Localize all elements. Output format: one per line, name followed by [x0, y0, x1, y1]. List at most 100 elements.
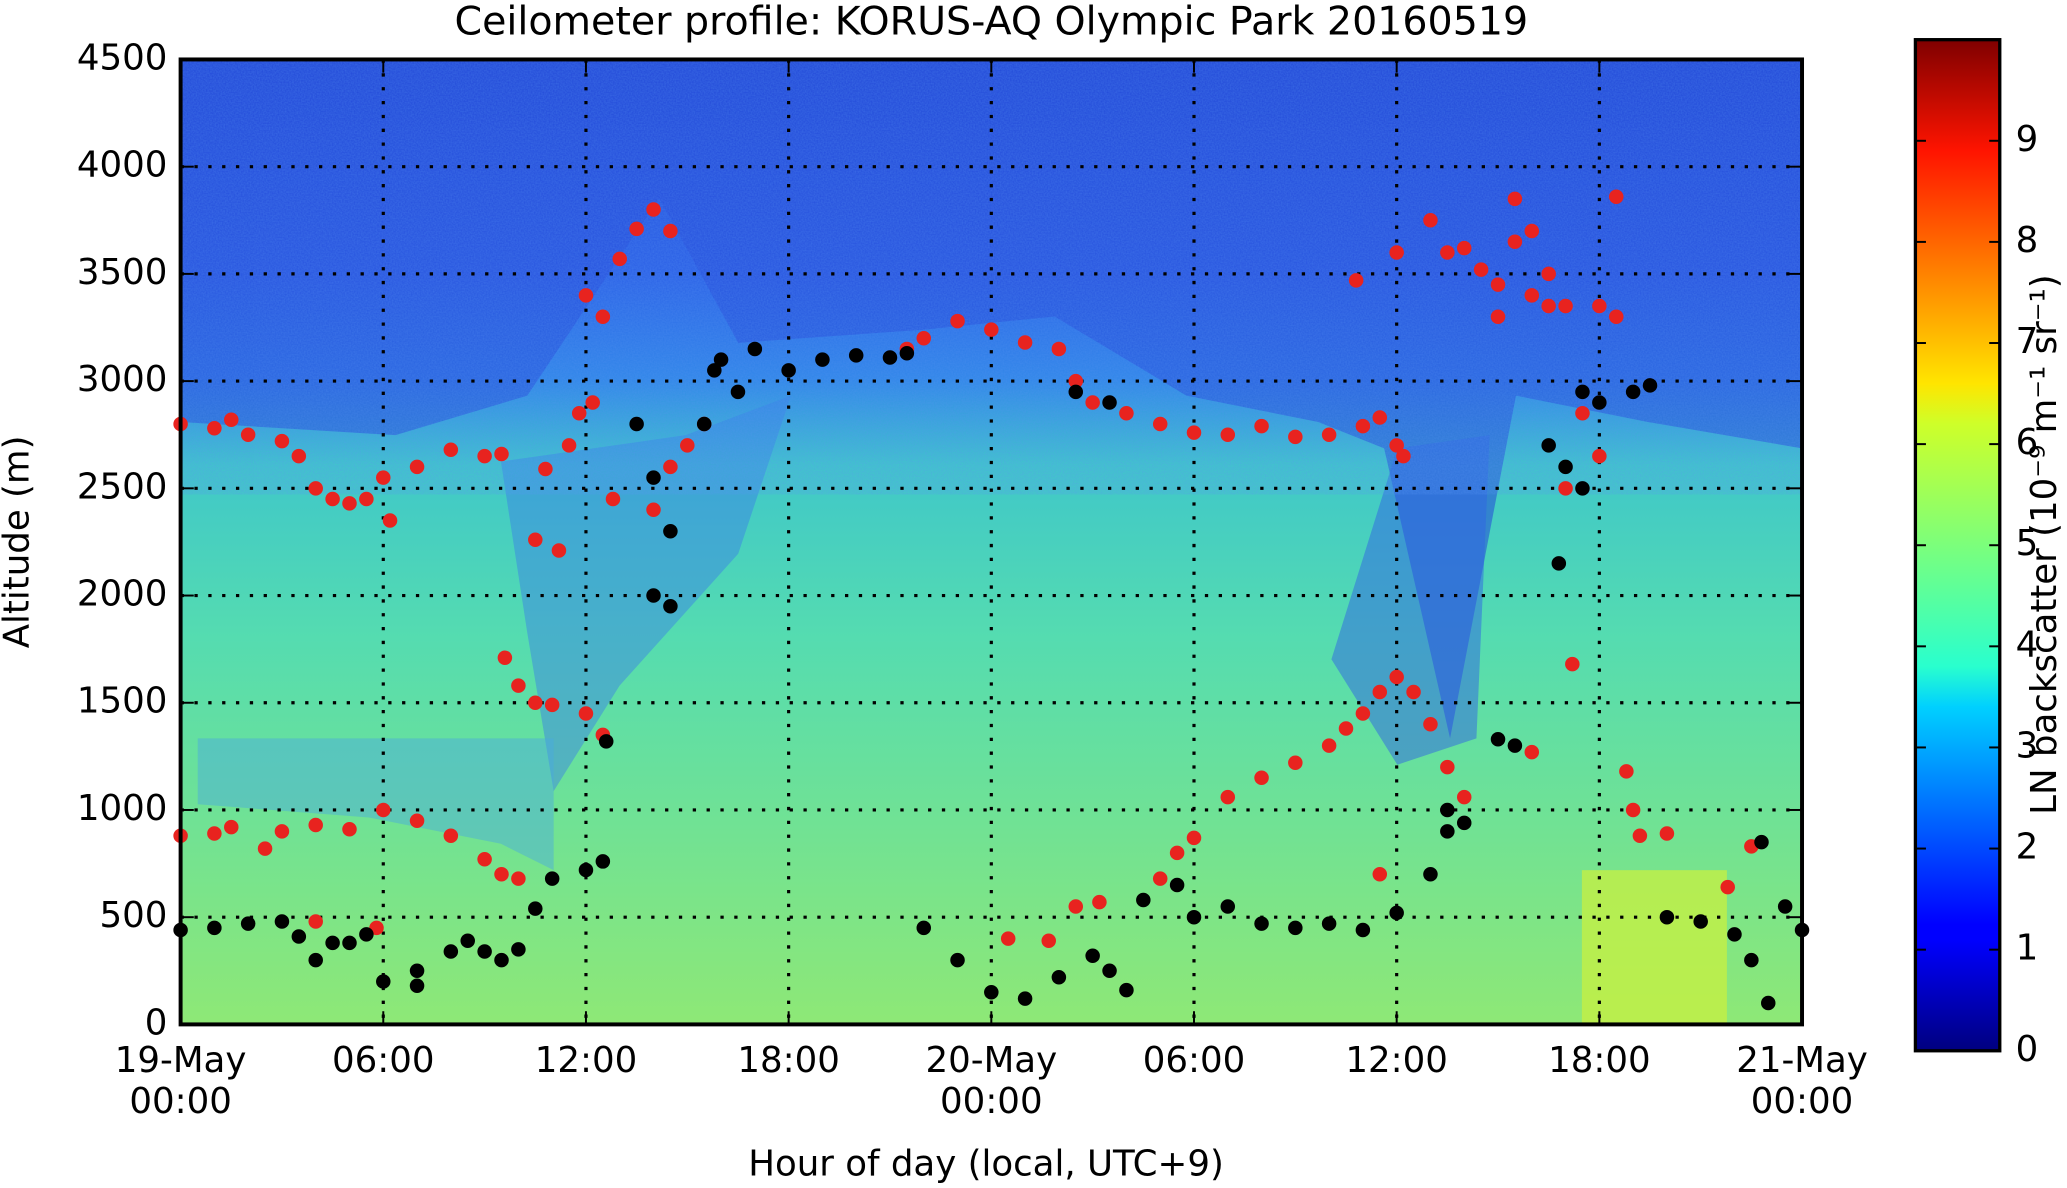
layer-point — [578, 862, 594, 878]
layer-point — [308, 817, 323, 833]
layer-point — [443, 944, 459, 959]
x-tick-label: 18:00 — [1548, 1040, 1651, 1081]
layer-point — [274, 914, 290, 929]
layer-point — [1068, 384, 1084, 400]
layer-point — [1186, 909, 1202, 925]
y-tick-label: 0 — [145, 1002, 168, 1043]
layer-point — [1355, 706, 1371, 721]
colorbar-tick-label: 0 — [2016, 1029, 2039, 1070]
layer-point — [224, 412, 239, 427]
layer-point — [291, 448, 307, 464]
y-tick-label: 1000 — [77, 788, 168, 829]
layer-point — [1348, 273, 1364, 288]
layer-point — [1092, 894, 1107, 910]
layer-point — [1119, 406, 1134, 421]
layer-point — [325, 491, 340, 507]
layer-point — [1372, 410, 1388, 425]
layer-point — [1321, 427, 1337, 442]
layer-point — [274, 433, 290, 449]
x-tick-label: 21-May 00:00 — [1736, 1040, 1868, 1122]
layer-point — [551, 543, 567, 558]
layer-point — [1440, 245, 1455, 260]
field-noise — [180, 59, 1803, 495]
layer-point — [1102, 963, 1117, 979]
layer-point — [511, 942, 526, 957]
layer-point — [1440, 802, 1455, 818]
layer-point — [595, 309, 611, 325]
layer-point — [1575, 481, 1590, 496]
layer-point — [1507, 191, 1523, 207]
layer-point — [1642, 378, 1658, 393]
layer-point — [1625, 802, 1641, 818]
layer-point — [1288, 755, 1303, 771]
layer-point — [1490, 731, 1506, 747]
layer-point — [359, 927, 374, 942]
layer-point — [494, 867, 509, 882]
layer-point — [308, 481, 323, 496]
x-tick-label: 18:00 — [737, 1040, 840, 1081]
layer-point — [274, 824, 290, 839]
layer-point — [511, 678, 526, 693]
layer-point — [1119, 982, 1134, 998]
layer-point — [528, 695, 543, 711]
layer-point — [1659, 826, 1675, 841]
layer-point — [1169, 845, 1185, 861]
layer-point — [1524, 223, 1540, 239]
layer-point — [342, 935, 357, 951]
layer-point — [224, 819, 239, 835]
layer-point — [578, 288, 594, 303]
layer-point — [848, 348, 864, 363]
layer-point — [1490, 277, 1506, 292]
layer-point — [646, 470, 661, 485]
layer-point — [1321, 916, 1337, 931]
layer-point — [1372, 684, 1388, 700]
layer-point — [1440, 824, 1455, 839]
layer-point — [1744, 952, 1759, 968]
layer-point — [1592, 448, 1607, 464]
layer-point — [1051, 969, 1067, 985]
layer-point — [443, 442, 459, 457]
layer-point — [899, 345, 915, 361]
layer-point — [325, 935, 340, 951]
layer-point — [342, 822, 357, 837]
colorbar-tick-label: 9 — [2016, 119, 2039, 160]
layer-point — [1136, 892, 1151, 908]
layer-point — [1456, 240, 1472, 256]
layer-point — [1406, 684, 1421, 700]
y-tick-label: 1500 — [77, 681, 168, 722]
layer-point — [1389, 438, 1404, 453]
layer-point — [1456, 789, 1472, 805]
layer-point — [376, 802, 391, 818]
colorbar-tick-label: 7 — [2016, 321, 2039, 362]
x-tick-label: 06:00 — [1143, 1040, 1246, 1081]
layer-point — [578, 706, 594, 721]
layer-point — [1389, 669, 1404, 685]
layer-point — [646, 202, 661, 217]
layer-point — [1423, 867, 1438, 882]
layer-point — [1507, 738, 1523, 753]
layer-point — [1490, 309, 1506, 325]
colorbar-tick-label: 4 — [2016, 624, 2039, 665]
layer-point — [1541, 438, 1556, 453]
layer-point — [1288, 920, 1303, 936]
layer-point — [257, 841, 273, 856]
layer-point — [663, 523, 678, 539]
layer-point — [528, 532, 543, 548]
layer-point — [663, 223, 678, 239]
layer-point — [1423, 716, 1438, 732]
layer-point — [663, 599, 678, 614]
layer-point — [1524, 288, 1540, 303]
layer-point — [1575, 384, 1590, 400]
layer-point — [561, 438, 577, 453]
layer-point — [544, 871, 560, 886]
layer-point — [882, 350, 898, 365]
colorbar-tick-label: 5 — [2016, 523, 2039, 564]
layer-point — [240, 427, 256, 442]
colorbar-tick-label: 6 — [2016, 422, 2039, 463]
layer-point — [1389, 245, 1404, 260]
layer-point — [1592, 298, 1607, 314]
layer-point — [1396, 448, 1411, 464]
layer-point — [409, 963, 425, 979]
colorbar — [1913, 38, 2002, 1053]
